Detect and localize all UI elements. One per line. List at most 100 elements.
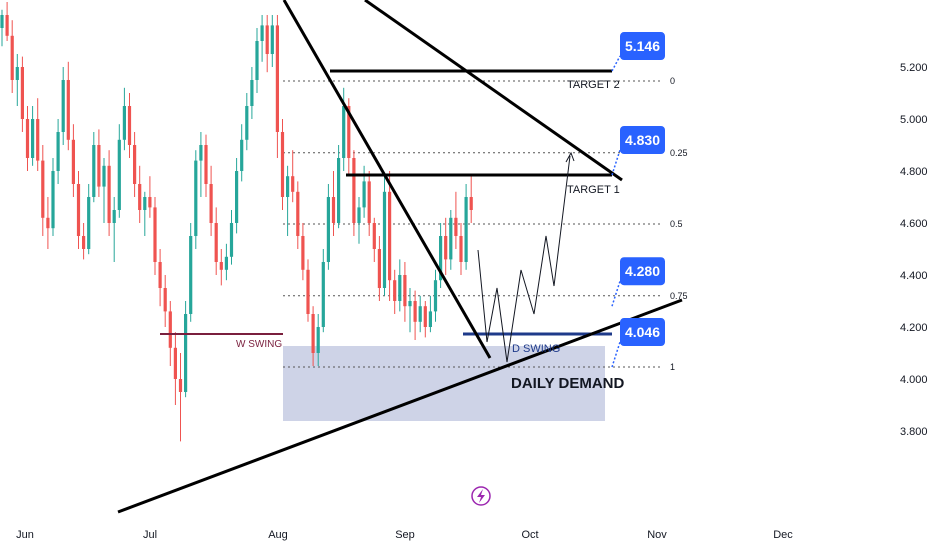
candle-body: [286, 176, 290, 197]
candle-body: [403, 275, 407, 307]
candle-body: [337, 158, 341, 223]
candle-body: [255, 41, 259, 80]
fib-levels: 0 0.25 0.5 0.75 1: [283, 76, 688, 372]
price-badge-label: 4.280: [625, 263, 660, 279]
y-tick-label: 4.200: [900, 322, 928, 334]
candle-body: [173, 347, 177, 379]
d-swing-label: D SWING: [512, 343, 560, 355]
price-badge: 5.146: [611, 32, 665, 72]
candle-body: [240, 139, 244, 171]
candle-body: [367, 181, 371, 223]
candle-body: [0, 15, 4, 28]
candle-body: [428, 311, 432, 327]
candle-body: [357, 207, 361, 223]
candle-body: [296, 191, 300, 236]
x-tick-label: Aug: [268, 529, 288, 541]
fib-level-label: 0.5: [670, 219, 683, 229]
candle-body: [194, 160, 198, 236]
y-tick-label: 4.400: [900, 270, 928, 282]
candle-body: [459, 236, 463, 262]
candle-body: [270, 25, 274, 54]
w-swing-label: W SWING: [236, 339, 282, 350]
fib-level-label: 0: [670, 76, 675, 86]
candle-body: [158, 262, 162, 288]
projection-path: [477, 155, 571, 363]
candle-body: [41, 160, 45, 218]
candle-body: [275, 25, 279, 132]
candle-body: [301, 236, 305, 270]
candle-body: [393, 280, 397, 301]
candle-body: [439, 236, 443, 281]
candle-body: [143, 197, 147, 210]
candle-body: [112, 210, 116, 223]
candle-body: [122, 106, 126, 140]
price-badge: 4.830: [611, 126, 665, 176]
y-tick-label: 4.800: [900, 166, 928, 178]
candle-body: [382, 191, 387, 288]
candle-body: [148, 197, 152, 208]
candle-body: [31, 119, 35, 158]
drawings: [117, 0, 683, 514]
target-1-label: TARGET 1: [567, 184, 620, 196]
x-tick-label: Nov: [647, 529, 667, 541]
candle-body: [444, 236, 448, 260]
candle-body: [352, 158, 356, 223]
candle-body: [25, 119, 30, 158]
candle-body: [117, 139, 121, 210]
candle-body: [326, 197, 330, 262]
annotations: TARGET 2 TARGET 1 W SWING D SWING DAILY …: [236, 79, 625, 392]
candle-body: [408, 301, 412, 307]
candle-body: [464, 197, 468, 262]
price-badge-label: 5.146: [625, 38, 660, 54]
candle-body: [178, 379, 183, 392]
candle-body: [76, 184, 81, 236]
candle-body: [469, 197, 473, 210]
candle-body: [454, 217, 458, 236]
candle-body: [20, 67, 24, 119]
candle-body: [449, 217, 453, 260]
x-axis: Jun Jul Aug Sep Oct Nov Dec: [16, 529, 793, 541]
tradingview-logo: [471, 486, 491, 506]
demand-zone-layer: [283, 346, 605, 421]
candle-body: [204, 145, 208, 184]
candle-body: [433, 280, 438, 312]
candle-body: [184, 314, 188, 392]
x-tick-label: Sep: [395, 529, 415, 541]
candle-body: [127, 106, 132, 145]
candles: [0, 1, 473, 442]
y-axis: 3.800 4.000 4.200 4.400 4.600 4.800 5.000 5.200: [900, 62, 928, 438]
candle-body: [5, 15, 9, 36]
price-badge-label: 4.046: [625, 324, 660, 340]
candle-body: [107, 165, 111, 223]
candle-body: [316, 327, 320, 353]
fib-level-label: 0.25: [670, 148, 688, 158]
candle-body: [362, 181, 366, 208]
candle-body: [224, 256, 228, 270]
price-badges: 5.146 4.830 4.280 4.046: [611, 32, 665, 368]
x-tick-label: Oct: [521, 529, 538, 541]
candle-body: [138, 184, 142, 210]
candle-body: [418, 306, 422, 322]
candle-body: [153, 207, 157, 262]
candle-body: [265, 25, 269, 54]
candle-body: [372, 223, 376, 249]
descending-trendline-steep: [282, 0, 492, 359]
daily-demand-label: DAILY DEMAND: [511, 375, 625, 392]
candle-body: [214, 223, 218, 262]
target-2-label: TARGET 2: [567, 79, 620, 91]
fib-level-label: 0.75: [670, 291, 688, 301]
candle-body: [56, 132, 60, 171]
candle-body: [377, 249, 381, 288]
candle-body: [347, 106, 351, 158]
candle-body: [51, 171, 55, 229]
descending-trendline-shallow: [364, 0, 623, 182]
candle-body: [71, 139, 75, 184]
price-badge-label: 4.830: [625, 132, 660, 148]
candle-body: [260, 25, 264, 41]
y-tick-label: 5.000: [900, 114, 928, 126]
candle-body: [311, 314, 315, 353]
candle-body: [46, 217, 50, 229]
candle-body: [331, 197, 336, 223]
candle-body: [219, 262, 223, 270]
x-tick-label: Dec: [773, 529, 793, 541]
